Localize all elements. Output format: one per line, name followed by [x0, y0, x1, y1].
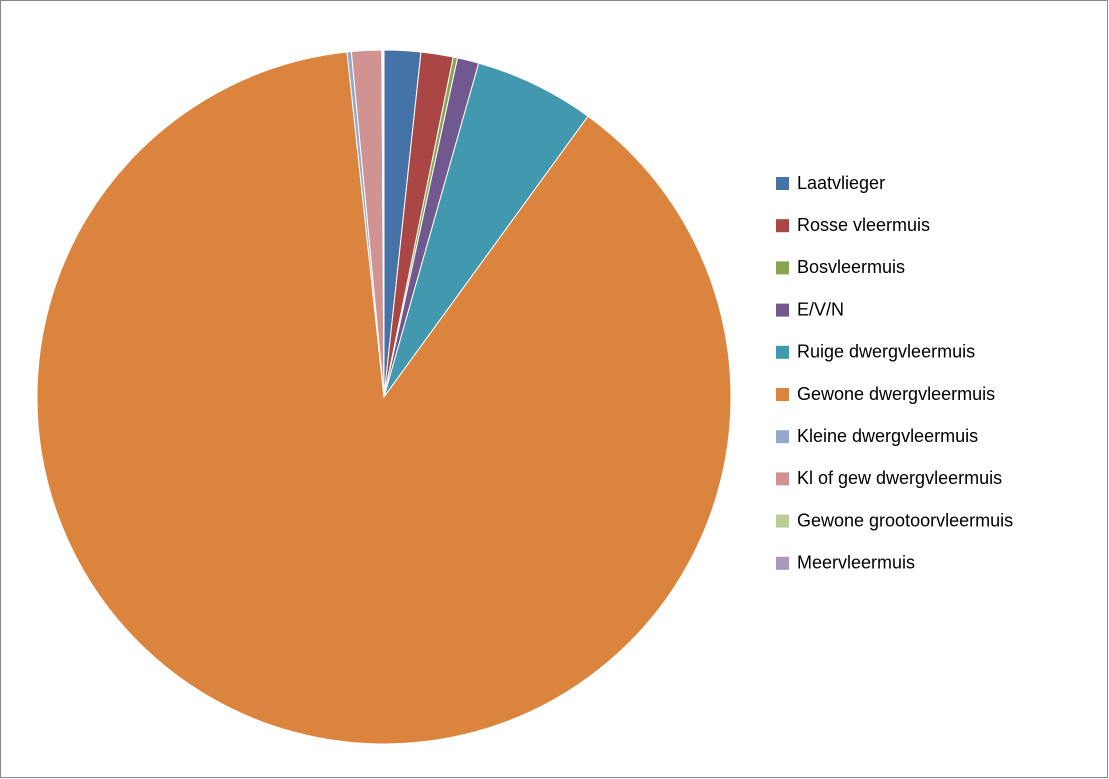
- legend-swatch: [776, 261, 789, 275]
- legend-swatch: [776, 472, 789, 486]
- legend-label: Kl of gew dwergvleermuis: [797, 468, 1002, 488]
- legend-swatch: [776, 219, 789, 233]
- legend: Laatvlieger Rosse vleermuis Bosvleermuis E/…: [776, 173, 1013, 573]
- legend-label: Bosvleermuis: [797, 257, 905, 277]
- legend-label: Meervleermuis: [797, 553, 915, 573]
- legend-label: Rosse vleermuis: [797, 215, 930, 235]
- legend-swatch: [776, 388, 789, 401]
- legend-label: Ruige dwergvleermuis: [797, 342, 975, 362]
- legend-label: Gewone dwergvleermuis: [797, 384, 995, 404]
- legend-swatch: [776, 430, 789, 444]
- legend-swatch: [776, 303, 789, 317]
- legend-swatch: [776, 345, 789, 359]
- pie-slice: [382, 49, 385, 398]
- legend-label: E/V/N: [797, 299, 844, 319]
- legend-swatch: [776, 556, 789, 570]
- legend-label: Gewone grootoorvleermuis: [797, 510, 1013, 530]
- legend-swatch: [776, 177, 789, 190]
- legend-swatch: [776, 514, 789, 528]
- legend-label: Laatvlieger: [797, 173, 885, 193]
- pie-slice: [36, 51, 732, 745]
- legend-label: Kleine dwergvleermuis: [797, 426, 978, 446]
- pie: [36, 49, 732, 745]
